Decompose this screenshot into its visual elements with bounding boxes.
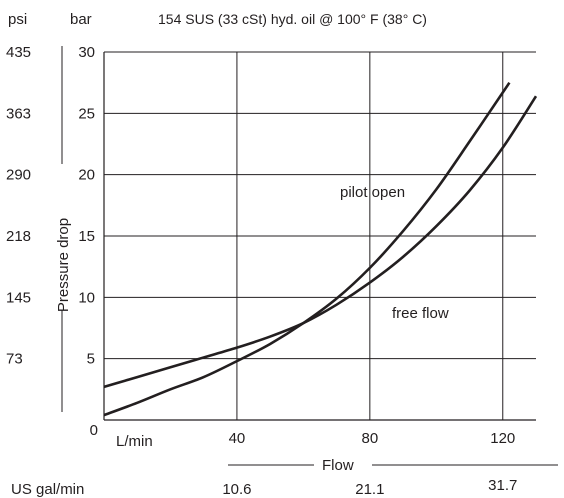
x-unit-gpm: US gal/min	[11, 481, 84, 498]
y-axis-title: Pressure drop	[55, 218, 72, 312]
psi-tick-label: 363	[6, 105, 31, 122]
labels-layer: 5 10 15 20 25 30 73 145 218 290 363 435 0 40 80 120 10.6…	[6, 44, 517, 498]
y-tick-label: 15	[78, 228, 95, 245]
x-tick-label: 0	[90, 422, 98, 439]
series-layer	[103, 81, 538, 417]
y-unit-psi: psi	[8, 11, 27, 28]
y-tick-label: 20	[78, 167, 95, 184]
gpm-tick-label: 21.1	[355, 481, 384, 498]
psi-tick-label: 435	[6, 44, 31, 61]
gpm-tick-label: 10.6	[222, 481, 251, 498]
psi-tick-label: 145	[6, 289, 31, 306]
psi-tick-label: 290	[6, 167, 31, 184]
x-unit-lmin: L/min	[116, 433, 153, 450]
annotation-free-flow: free flow	[392, 305, 449, 322]
series-line-free-flow	[103, 95, 538, 389]
y-tick-label: 25	[78, 105, 95, 122]
chart-title: 154 SUS (33 cSt) hyd. oil @ 100° F (38° …	[158, 11, 427, 27]
y-tick-label: 30	[78, 44, 95, 61]
x-axis-title: Flow	[322, 457, 354, 474]
y-unit-bar: bar	[70, 11, 92, 28]
y-tick-label: 5	[87, 351, 95, 368]
x-tick-label: 120	[490, 430, 515, 447]
annotation-pilot-open: pilot open	[340, 184, 405, 201]
x-tick-label: 40	[229, 430, 246, 447]
grid	[104, 51, 536, 420]
psi-tick-label: 218	[6, 228, 31, 245]
y-tick-label: 10	[78, 289, 95, 306]
psi-tick-label: 73	[6, 351, 23, 368]
plot-frame	[61, 46, 558, 466]
series-line-pilot-open	[103, 81, 511, 417]
x-tick-label: 80	[362, 430, 379, 447]
gpm-tick-label: 31.7	[488, 477, 517, 494]
